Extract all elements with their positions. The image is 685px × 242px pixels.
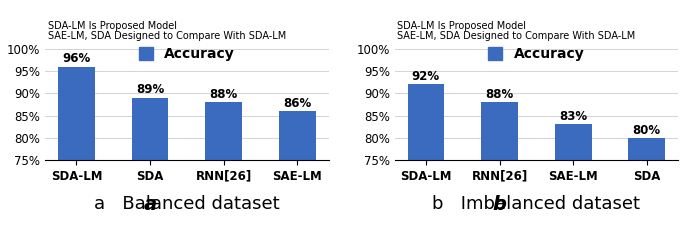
Text: b   Imbalanced dataset: b Imbalanced dataset	[432, 195, 640, 213]
Text: SDA-LM Is Proposed Model: SDA-LM Is Proposed Model	[48, 21, 177, 31]
Text: SAE-LM, SDA Designed to Compare With SDA-LM: SAE-LM, SDA Designed to Compare With SDA…	[48, 31, 286, 41]
Bar	[206, 102, 242, 242]
Bar	[481, 102, 518, 242]
Bar	[555, 124, 592, 242]
Text: 92%: 92%	[412, 70, 440, 83]
Text: 89%: 89%	[136, 83, 164, 96]
Text: 80%: 80%	[633, 123, 661, 136]
Legend: Accuracy: Accuracy	[483, 42, 590, 67]
Text: SDA-LM Is Proposed Model: SDA-LM Is Proposed Model	[397, 21, 527, 31]
Bar	[408, 84, 445, 242]
Text: b: b	[493, 195, 506, 214]
Bar	[628, 138, 665, 242]
Bar	[279, 111, 316, 242]
Text: SAE-LM, SDA Designed to Compare With SDA-LM: SAE-LM, SDA Designed to Compare With SDA…	[397, 31, 636, 41]
Text: 83%: 83%	[559, 110, 587, 123]
Text: 96%: 96%	[62, 52, 90, 65]
Text: 88%: 88%	[486, 88, 514, 101]
Bar	[132, 98, 169, 242]
Text: a: a	[143, 195, 157, 214]
Text: 86%: 86%	[283, 97, 312, 110]
Legend: Accuracy: Accuracy	[134, 42, 240, 67]
Bar	[58, 67, 95, 242]
Text: 88%: 88%	[210, 88, 238, 101]
Text: a   Balanced dataset: a Balanced dataset	[94, 195, 279, 213]
